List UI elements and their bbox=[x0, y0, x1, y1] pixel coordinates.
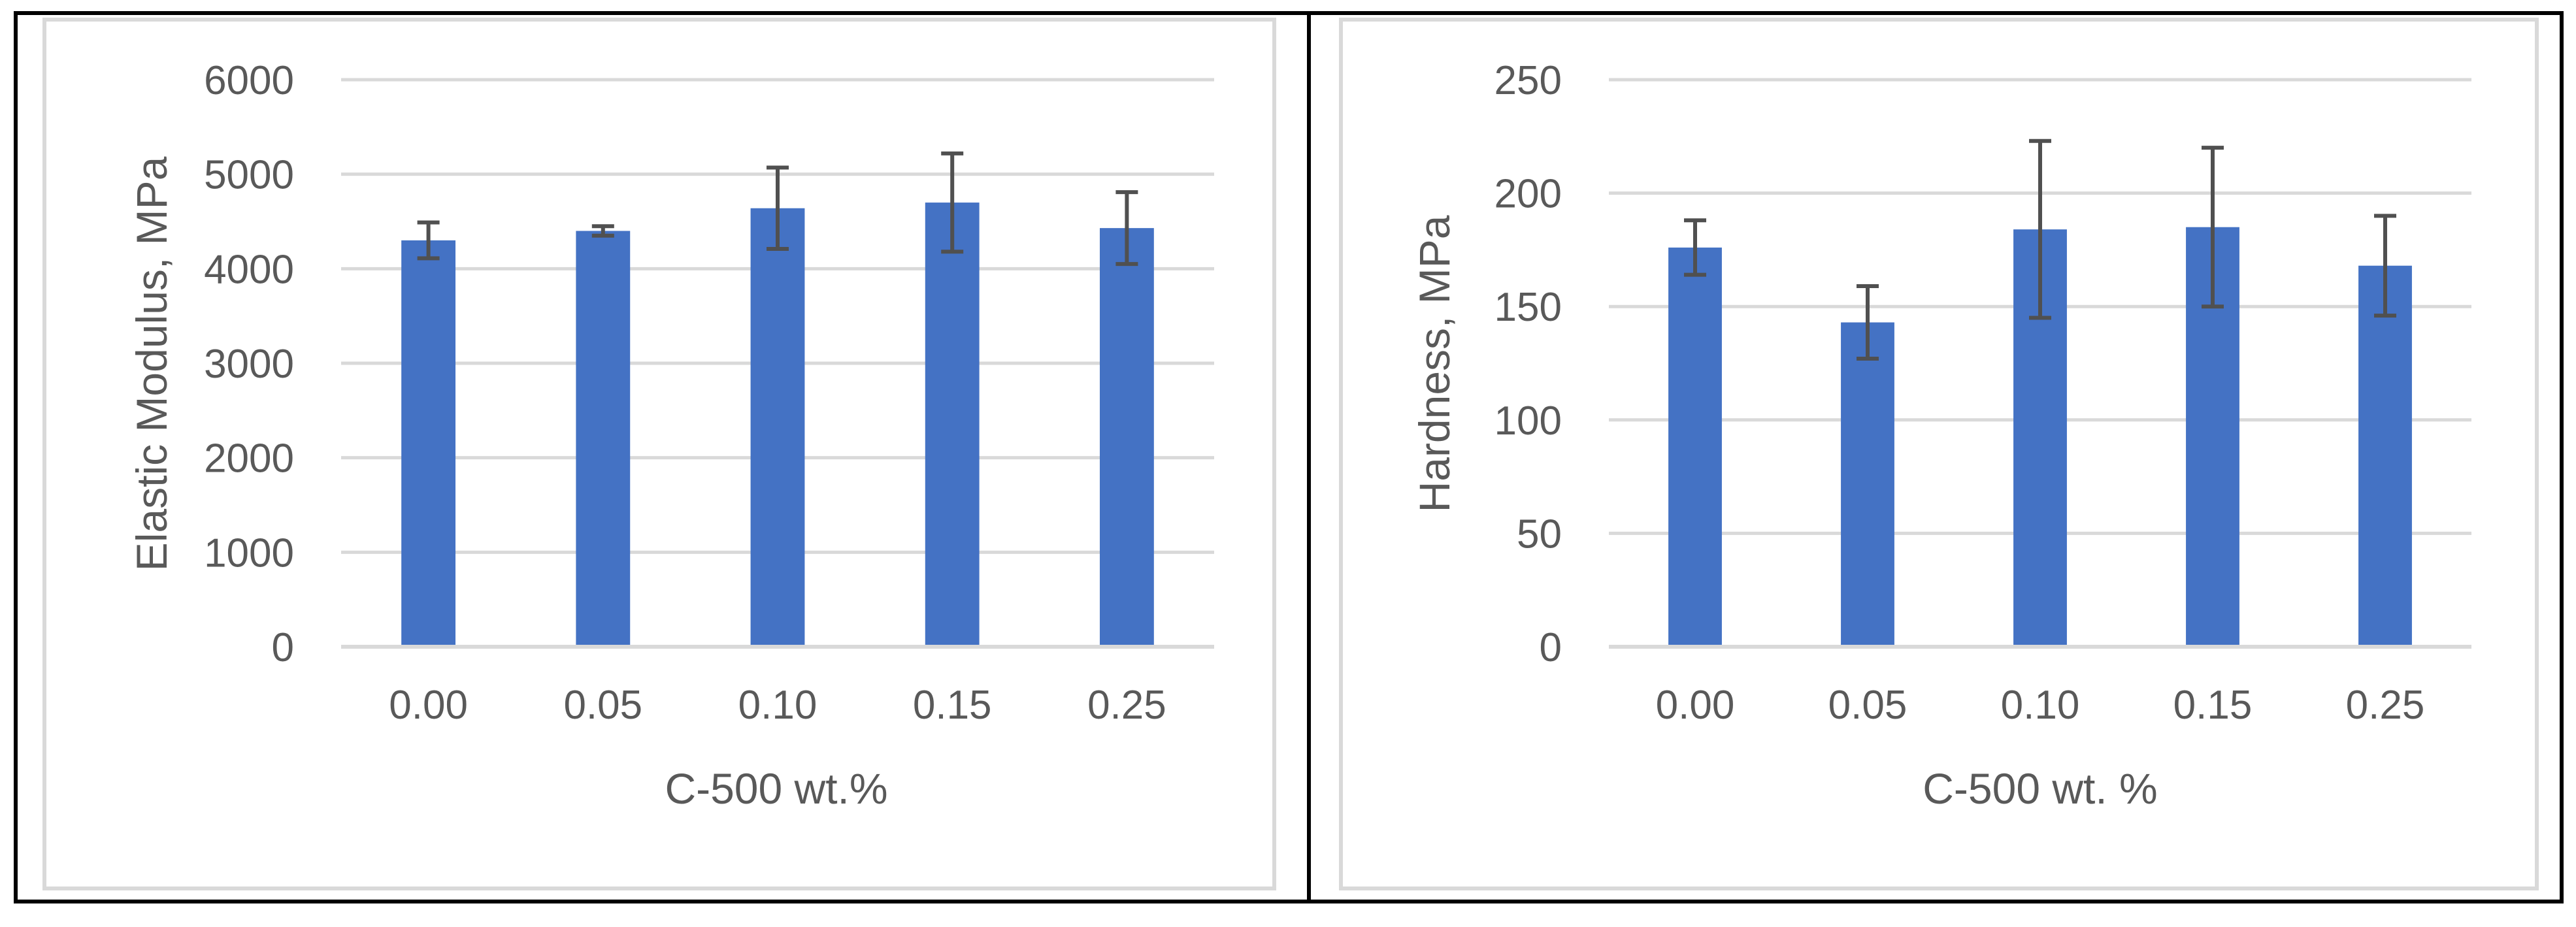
y-tick-labels: 0 50 100 150 200 250 bbox=[1494, 58, 1562, 670]
bar bbox=[1841, 322, 1894, 647]
x-tick-label: 0.15 bbox=[2173, 683, 2253, 728]
error-bar bbox=[941, 151, 964, 254]
bar bbox=[1099, 228, 1154, 647]
bar bbox=[401, 240, 456, 647]
x-tick-label: 0.10 bbox=[2001, 683, 2080, 728]
bar bbox=[750, 208, 805, 647]
y-tick-label: 0 bbox=[1540, 625, 1562, 670]
error-bar bbox=[417, 220, 440, 261]
y-tick-label: 6000 bbox=[204, 58, 294, 103]
x-tick-label: 0.15 bbox=[913, 683, 992, 728]
y-axis-label: Hardness, MPa bbox=[1410, 215, 1459, 512]
chart-panel-border bbox=[1339, 18, 2539, 890]
y-tick-label: 3000 bbox=[204, 342, 294, 387]
y-tick-label: 4000 bbox=[204, 247, 294, 292]
y-tick-label: 2000 bbox=[204, 436, 294, 481]
error-bar bbox=[591, 224, 614, 238]
y-tick-label: 250 bbox=[1494, 58, 1562, 103]
x-axis-label: C-500 wt.% bbox=[665, 764, 887, 813]
bar bbox=[925, 203, 980, 647]
x-tick-labels: 0.00 0.05 0.10 0.15 0.25 bbox=[1656, 683, 2425, 728]
x-tick-label: 0.10 bbox=[738, 683, 817, 728]
error-bar bbox=[1857, 284, 1879, 361]
x-tick-label: 0.25 bbox=[2346, 683, 2425, 728]
bar bbox=[2358, 265, 2412, 647]
error-bar bbox=[1684, 218, 1706, 277]
y-tick-label: 150 bbox=[1494, 285, 1562, 330]
y-tick-label: 200 bbox=[1494, 172, 1562, 217]
error-bars bbox=[341, 151, 1214, 649]
y-tick-labels: 0 1000 2000 3000 4000 5000 6000 bbox=[204, 58, 294, 670]
bars bbox=[401, 203, 1154, 647]
bar bbox=[576, 231, 631, 647]
error-bar bbox=[767, 165, 789, 251]
error-bar bbox=[2202, 146, 2224, 309]
x-tick-label: 0.25 bbox=[1087, 683, 1166, 728]
x-tick-label: 0.05 bbox=[1828, 683, 1907, 728]
x-tick-label: 0.00 bbox=[389, 683, 468, 728]
bars bbox=[1668, 227, 2412, 647]
y-tick-label: 0 bbox=[272, 625, 294, 670]
x-axis-label: C-500 wt. % bbox=[1923, 764, 2157, 813]
error-bar bbox=[2029, 138, 2051, 320]
x-tick-labels: 0.00 0.05 0.10 0.15 0.25 bbox=[389, 683, 1166, 728]
y-tick-label: 100 bbox=[1494, 398, 1562, 444]
x-tick-label: 0.05 bbox=[563, 683, 642, 728]
y-tick-label: 5000 bbox=[204, 153, 294, 198]
y-tick-label: 1000 bbox=[204, 530, 294, 576]
y-tick-label: 50 bbox=[1517, 512, 1562, 557]
error-bar bbox=[1115, 190, 1138, 267]
error-bar bbox=[2374, 214, 2396, 318]
error-bars bbox=[1609, 138, 2471, 649]
bar bbox=[1668, 247, 1722, 647]
x-tick-label: 0.00 bbox=[1656, 683, 1735, 728]
hardness-chart: 0 50 100 150 200 250 0.00 0.05 0.10 0.15 0.25 Har… bbox=[1339, 18, 2539, 890]
y-axis-label: Elastic Modulus, MPa bbox=[127, 156, 176, 571]
chart-panel-border bbox=[42, 18, 1276, 890]
